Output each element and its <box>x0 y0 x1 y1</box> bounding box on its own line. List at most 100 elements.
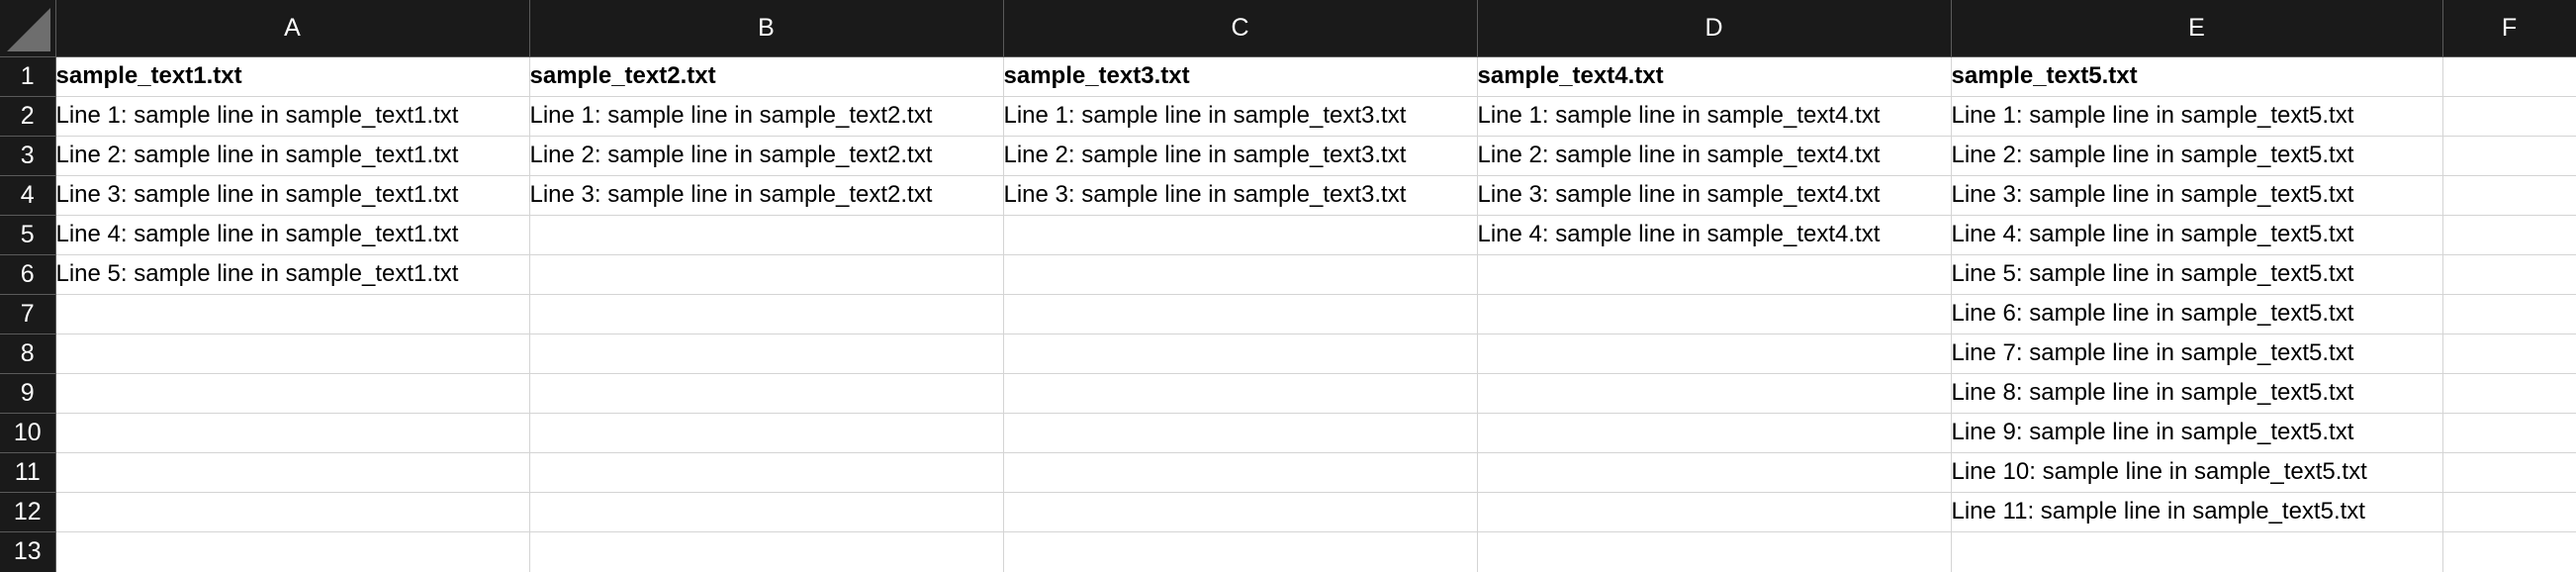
cell-b10[interactable] <box>529 413 1004 453</box>
cell-e2[interactable]: Line 1: sample line in sample_text5.txt <box>1951 96 2443 137</box>
row-header[interactable]: 4 <box>0 175 56 216</box>
cell-e10[interactable]: Line 9: sample line in sample_text5.txt <box>1951 413 2443 453</box>
cell-e12[interactable]: Line 11: sample line in sample_text5.txt <box>1951 492 2443 532</box>
cell-d1[interactable]: sample_text4.txt <box>1477 56 1952 97</box>
column-header-a[interactable]: A <box>55 0 530 57</box>
cell-a6[interactable]: Line 5: sample line in sample_text1.txt <box>55 254 530 295</box>
cell-e11[interactable]: Line 10: sample line in sample_text5.txt <box>1951 452 2443 493</box>
cell-d4[interactable]: Line 3: sample line in sample_text4.txt <box>1477 175 1952 216</box>
cell-f9[interactable] <box>2442 373 2576 414</box>
cell-d9[interactable] <box>1477 373 1952 414</box>
cell-a5[interactable]: Line 4: sample line in sample_text1.txt <box>55 215 530 255</box>
row-header[interactable]: 5 <box>0 215 56 255</box>
column-header-c[interactable]: C <box>1003 0 1478 57</box>
cell-f13[interactable] <box>2442 531 2576 572</box>
cell-e6[interactable]: Line 5: sample line in sample_text5.txt <box>1951 254 2443 295</box>
cell-e9[interactable]: Line 8: sample line in sample_text5.txt <box>1951 373 2443 414</box>
cell-c3[interactable]: Line 2: sample line in sample_text3.txt <box>1003 136 1478 176</box>
cell-b12[interactable] <box>529 492 1004 532</box>
cell-a8[interactable] <box>55 334 530 374</box>
cell-b7[interactable] <box>529 294 1004 334</box>
cell-e3[interactable]: Line 2: sample line in sample_text5.txt <box>1951 136 2443 176</box>
cell-b8[interactable] <box>529 334 1004 374</box>
cell-a2[interactable]: Line 1: sample line in sample_text1.txt <box>55 96 530 137</box>
cell-a12[interactable] <box>55 492 530 532</box>
cell-a10[interactable] <box>55 413 530 453</box>
cell-f5[interactable] <box>2442 215 2576 255</box>
select-all-corner[interactable] <box>0 0 56 57</box>
row-header[interactable]: 12 <box>0 492 56 532</box>
cell-e5[interactable]: Line 4: sample line in sample_text5.txt <box>1951 215 2443 255</box>
cell-a4[interactable]: Line 3: sample line in sample_text1.txt <box>55 175 530 216</box>
cell-c1[interactable]: sample_text3.txt <box>1003 56 1478 97</box>
cell-a3[interactable]: Line 2: sample line in sample_text1.txt <box>55 136 530 176</box>
cell-c8[interactable] <box>1003 334 1478 374</box>
row-header[interactable]: 3 <box>0 136 56 176</box>
cell-b4[interactable]: Line 3: sample line in sample_text2.txt <box>529 175 1004 216</box>
cell-d13[interactable] <box>1477 531 1952 572</box>
cell-c2[interactable]: Line 1: sample line in sample_text3.txt <box>1003 96 1478 137</box>
cell-c5[interactable] <box>1003 215 1478 255</box>
cell-d3[interactable]: Line 2: sample line in sample_text4.txt <box>1477 136 1952 176</box>
cell-c9[interactable] <box>1003 373 1478 414</box>
row-header[interactable]: 10 <box>0 413 56 453</box>
cell-f10[interactable] <box>2442 413 2576 453</box>
row-header[interactable]: 1 <box>0 56 56 97</box>
cell-e13[interactable] <box>1951 531 2443 572</box>
column-header-row: A B C D E F <box>0 0 2576 57</box>
cell-c4[interactable]: Line 3: sample line in sample_text3.txt <box>1003 175 1478 216</box>
cell-b9[interactable] <box>529 373 1004 414</box>
cell-b6[interactable] <box>529 254 1004 295</box>
cell-c7[interactable] <box>1003 294 1478 334</box>
row-header[interactable]: 13 <box>0 531 56 572</box>
cell-d6[interactable] <box>1477 254 1952 295</box>
cell-d8[interactable] <box>1477 334 1952 374</box>
cell-e7[interactable]: Line 6: sample line in sample_text5.txt <box>1951 294 2443 334</box>
cell-c10[interactable] <box>1003 413 1478 453</box>
cell-f4[interactable] <box>2442 175 2576 216</box>
row-header[interactable]: 7 <box>0 294 56 334</box>
cell-c6[interactable] <box>1003 254 1478 295</box>
cell-f3[interactable] <box>2442 136 2576 176</box>
row-header[interactable]: 8 <box>0 334 56 374</box>
cell-f6[interactable] <box>2442 254 2576 295</box>
cell-a1[interactable]: sample_text1.txt <box>55 56 530 97</box>
cell-f7[interactable] <box>2442 294 2576 334</box>
column-header-b[interactable]: B <box>529 0 1004 57</box>
cell-b13[interactable] <box>529 531 1004 572</box>
cell-e4[interactable]: Line 3: sample line in sample_text5.txt <box>1951 175 2443 216</box>
cell-c13[interactable] <box>1003 531 1478 572</box>
cell-e8[interactable]: Line 7: sample line in sample_text5.txt <box>1951 334 2443 374</box>
cell-a9[interactable] <box>55 373 530 414</box>
row-header[interactable]: 9 <box>0 373 56 414</box>
row-header[interactable]: 6 <box>0 254 56 295</box>
row-header[interactable]: 2 <box>0 96 56 137</box>
column-header-d[interactable]: D <box>1477 0 1952 57</box>
cell-e1[interactable]: sample_text5.txt <box>1951 56 2443 97</box>
column-header-f[interactable]: F <box>2442 0 2576 57</box>
cell-c11[interactable] <box>1003 452 1478 493</box>
cell-f12[interactable] <box>2442 492 2576 532</box>
cell-a11[interactable] <box>55 452 530 493</box>
cell-b3[interactable]: Line 2: sample line in sample_text2.txt <box>529 136 1004 176</box>
cell-a7[interactable] <box>55 294 530 334</box>
cell-d10[interactable] <box>1477 413 1952 453</box>
cell-b1[interactable]: sample_text2.txt <box>529 56 1004 97</box>
cell-f1[interactable] <box>2442 56 2576 97</box>
cell-f2[interactable] <box>2442 96 2576 137</box>
cell-d7[interactable] <box>1477 294 1952 334</box>
cell-b2[interactable]: Line 1: sample line in sample_text2.txt <box>529 96 1004 137</box>
cell-d12[interactable] <box>1477 492 1952 532</box>
cell-d2[interactable]: Line 1: sample line in sample_text4.txt <box>1477 96 1952 137</box>
cell-c12[interactable] <box>1003 492 1478 532</box>
cell-f11[interactable] <box>2442 452 2576 493</box>
cell-b11[interactable] <box>529 452 1004 493</box>
row-header[interactable]: 11 <box>0 452 56 493</box>
cell-d11[interactable] <box>1477 452 1952 493</box>
cell-d5[interactable]: Line 4: sample line in sample_text4.txt <box>1477 215 1952 255</box>
cell-b5[interactable] <box>529 215 1004 255</box>
select-all-triangle-icon <box>6 7 50 51</box>
cell-f8[interactable] <box>2442 334 2576 374</box>
column-header-e[interactable]: E <box>1951 0 2443 57</box>
cell-a13[interactable] <box>55 531 530 572</box>
